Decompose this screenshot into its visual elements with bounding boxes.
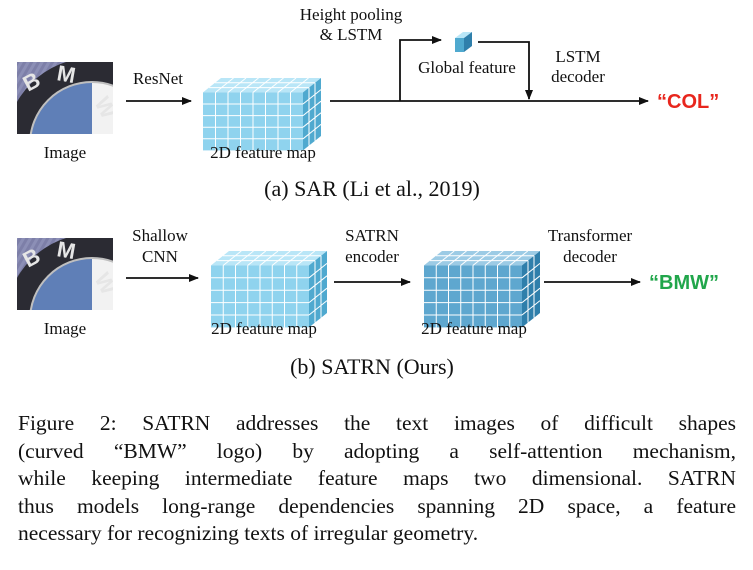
height-pooling-label-2: & LSTM [320, 25, 383, 44]
shallow-cnn-label-1: Shallow [132, 226, 188, 245]
subcaption-b: (b) SATRN (Ours) [290, 354, 454, 379]
sar-output-text: “COL” [657, 91, 719, 113]
feature-map-label: 2D feature map [210, 143, 316, 162]
satrn-encoder-label-1: SATRN [345, 226, 399, 245]
feature-map-cube [203, 77, 322, 151]
satrn-diagram: B M W Image Shallow CNN 2D feature map S… [17, 226, 719, 379]
logo-letter-w: W [90, 93, 122, 123]
caption-line: (curved “BMW” logo) by adopting a self-a… [18, 438, 736, 463]
global-feature-label: Global feature [418, 58, 516, 77]
height-pooling-label-1: Height pooling [300, 5, 403, 24]
height-pooling-arrow [399, 36, 442, 101]
logo-letter-w: W [90, 269, 122, 299]
caption-line: while keeping intermediate feature maps … [18, 466, 736, 490]
logo-letter-m: M [55, 236, 77, 264]
input-image: B M W [17, 60, 122, 134]
input-image: B M W [17, 236, 122, 310]
feature-map-label-2: 2D feature map [421, 319, 527, 338]
lstm-decoder-label-1: LSTM [555, 47, 600, 66]
sar-diagram: B M W Image ResNet 2D feature map Height… [17, 5, 719, 201]
logo-letter-m: M [55, 60, 77, 88]
satrn-output-text: “BMW” [649, 272, 719, 294]
caption-line: necessary for recognizing texts of irreg… [18, 521, 479, 545]
architecture-figure: B M W Image ResNet 2D feature map Height… [17, 5, 719, 379]
lstm-decoder-label-2: decoder [551, 67, 605, 86]
subcaption-a: (a) SAR (Li et al., 2019) [264, 176, 480, 201]
caption-line: Figure 2: SATRN addresses the text image… [18, 411, 736, 435]
input-image-label: Image [44, 319, 86, 338]
transformer-decoder-label-2: decoder [563, 247, 617, 266]
global-feature-arrow [478, 41, 533, 100]
transformer-decoder-label-1: Transformer [548, 226, 633, 245]
feature-map-label-1: 2D feature map [211, 319, 317, 338]
input-image-label: Image [44, 143, 86, 162]
feature-map-cube-1 [211, 250, 328, 328]
feature-map-cube-2 [424, 250, 541, 328]
satrn-encoder-label-2: encoder [345, 247, 399, 266]
caption-line: thus models long-range dependencies span… [18, 493, 736, 518]
resnet-label: ResNet [133, 69, 183, 88]
figure-caption: Figure 2: SATRN addresses the text image… [18, 410, 736, 548]
global-feature-cube [455, 32, 472, 52]
shallow-cnn-label-2: CNN [142, 247, 178, 266]
